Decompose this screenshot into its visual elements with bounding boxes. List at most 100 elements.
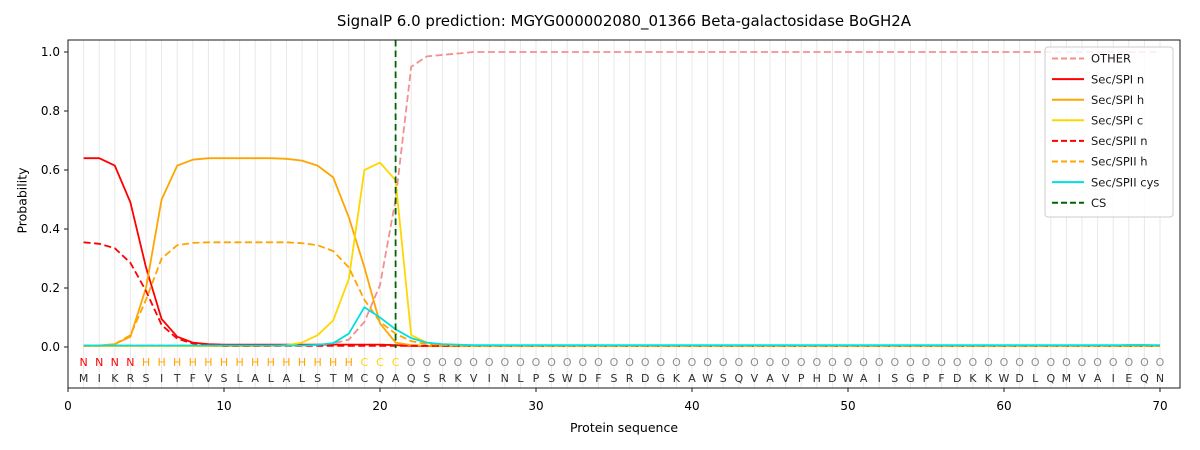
- axes-frame: [67, 39, 1181, 389]
- sequence-letter: A: [251, 372, 259, 385]
- sequence-letter: V: [782, 372, 790, 385]
- region-letter: O: [1015, 356, 1024, 369]
- sequence-letter: R: [439, 372, 447, 385]
- sequence-letter: F: [938, 372, 944, 385]
- region-letter: H: [251, 356, 259, 369]
- sequence-letter: S: [611, 372, 618, 385]
- sequence-letter: S: [548, 372, 555, 385]
- sequence-letter: T: [329, 372, 337, 385]
- x-tick-label: 40: [684, 399, 699, 413]
- sequence-letter: M: [79, 372, 89, 385]
- series-line-sec-spii-h: [83, 241, 1160, 347]
- region-letter: O: [407, 356, 416, 369]
- series-line-other: [83, 51, 1160, 347]
- legend-label: Sec/SPII cys: [1091, 175, 1159, 189]
- sequence-letter: H: [813, 372, 821, 385]
- region-letter: O: [469, 356, 478, 369]
- x-tick-label: 20: [372, 399, 387, 413]
- region-letter: O: [1031, 356, 1040, 369]
- region-letter: O: [1109, 356, 1118, 369]
- region-letter: O: [547, 356, 556, 369]
- region-letter: O: [454, 356, 463, 369]
- region-letter: N: [126, 356, 134, 369]
- region-letter: O: [937, 356, 946, 369]
- region-letter: O: [532, 356, 541, 369]
- x-tick-label: 70: [1152, 399, 1167, 413]
- region-letter: H: [282, 356, 290, 369]
- y-tick-label: 0.0: [41, 340, 60, 354]
- region-letter: O: [890, 356, 899, 369]
- sequence-letter: S: [143, 372, 150, 385]
- x-tick-label: 60: [996, 399, 1011, 413]
- sequence-letter: Q: [734, 372, 743, 385]
- sequence-letter: A: [688, 372, 696, 385]
- region-letter: O: [984, 356, 993, 369]
- region-letter: O: [641, 356, 650, 369]
- sequence-letter: K: [673, 372, 681, 385]
- sequence-letter: L: [237, 372, 244, 385]
- sequence-letter: P: [798, 372, 805, 385]
- region-letter: C: [376, 356, 384, 369]
- sequence-letter: D: [641, 372, 649, 385]
- region-letter: O: [906, 356, 915, 369]
- sequence-letter: I: [488, 372, 491, 385]
- sequence-letter: Q: [1140, 372, 1149, 385]
- legend-label: Sec/SPI h: [1091, 93, 1144, 107]
- region-letter: O: [750, 356, 759, 369]
- sequence-letter: D: [1015, 372, 1023, 385]
- region-letter: O: [610, 356, 619, 369]
- y-tick-label: 0.4: [41, 222, 60, 236]
- x-tick-label: 30: [528, 399, 543, 413]
- sequence-letter: Q: [1046, 372, 1055, 385]
- sequence-letter: W: [562, 372, 573, 385]
- region-letter: O: [734, 356, 743, 369]
- region-letter: H: [173, 356, 181, 369]
- series-line-sec-spi-c: [83, 161, 1160, 348]
- region-letter: H: [204, 356, 212, 369]
- sequence-letter: D: [828, 372, 836, 385]
- sequence-letter: S: [891, 372, 898, 385]
- region-letter: O: [1046, 356, 1055, 369]
- region-letter: H: [345, 356, 353, 369]
- region-letter: O: [516, 356, 525, 369]
- sequence-letter: L: [517, 372, 524, 385]
- sequence-letter: P: [923, 372, 930, 385]
- series-line-sec-spi-n: [83, 157, 1160, 348]
- legend-label: Sec/SPII h: [1091, 155, 1148, 169]
- sequence-letter: P: [533, 372, 540, 385]
- region-letter: O: [1062, 356, 1071, 369]
- x-tick-label: 0: [64, 399, 72, 413]
- sequence-letter: W: [843, 372, 854, 385]
- legend-label: Sec/SPII n: [1091, 134, 1148, 148]
- sequence-letter: Q: [407, 372, 416, 385]
- region-letter: O: [672, 356, 681, 369]
- sequence-letter: R: [626, 372, 634, 385]
- region-letter: O: [438, 356, 447, 369]
- region-letter: O: [766, 356, 775, 369]
- sequence-letter: V: [1078, 372, 1086, 385]
- sequence-letter: S: [314, 372, 321, 385]
- region-letter: O: [781, 356, 790, 369]
- sequence-letter: S: [423, 372, 430, 385]
- region-letter: O: [500, 356, 509, 369]
- region-letter: C: [361, 356, 369, 369]
- region-letter: O: [828, 356, 837, 369]
- sequence-letter: N: [1156, 372, 1164, 385]
- region-letter: O: [1140, 356, 1149, 369]
- sequence-letter: A: [860, 372, 868, 385]
- sequence-letter: F: [595, 372, 601, 385]
- sequence-letter: K: [111, 372, 119, 385]
- region-letter: O: [422, 356, 431, 369]
- sequence-letter: W: [702, 372, 713, 385]
- sequence-letter: V: [751, 372, 759, 385]
- legend-box: [1044, 46, 1174, 218]
- region-letter: H: [157, 356, 165, 369]
- sequence-letter: L: [299, 372, 306, 385]
- sequence-letter: L: [268, 372, 275, 385]
- sequence-letter: K: [985, 372, 993, 385]
- x-axis-label: Protein sequence: [569, 420, 679, 435]
- region-letter: N: [79, 356, 87, 369]
- sequence-letter: F: [190, 372, 196, 385]
